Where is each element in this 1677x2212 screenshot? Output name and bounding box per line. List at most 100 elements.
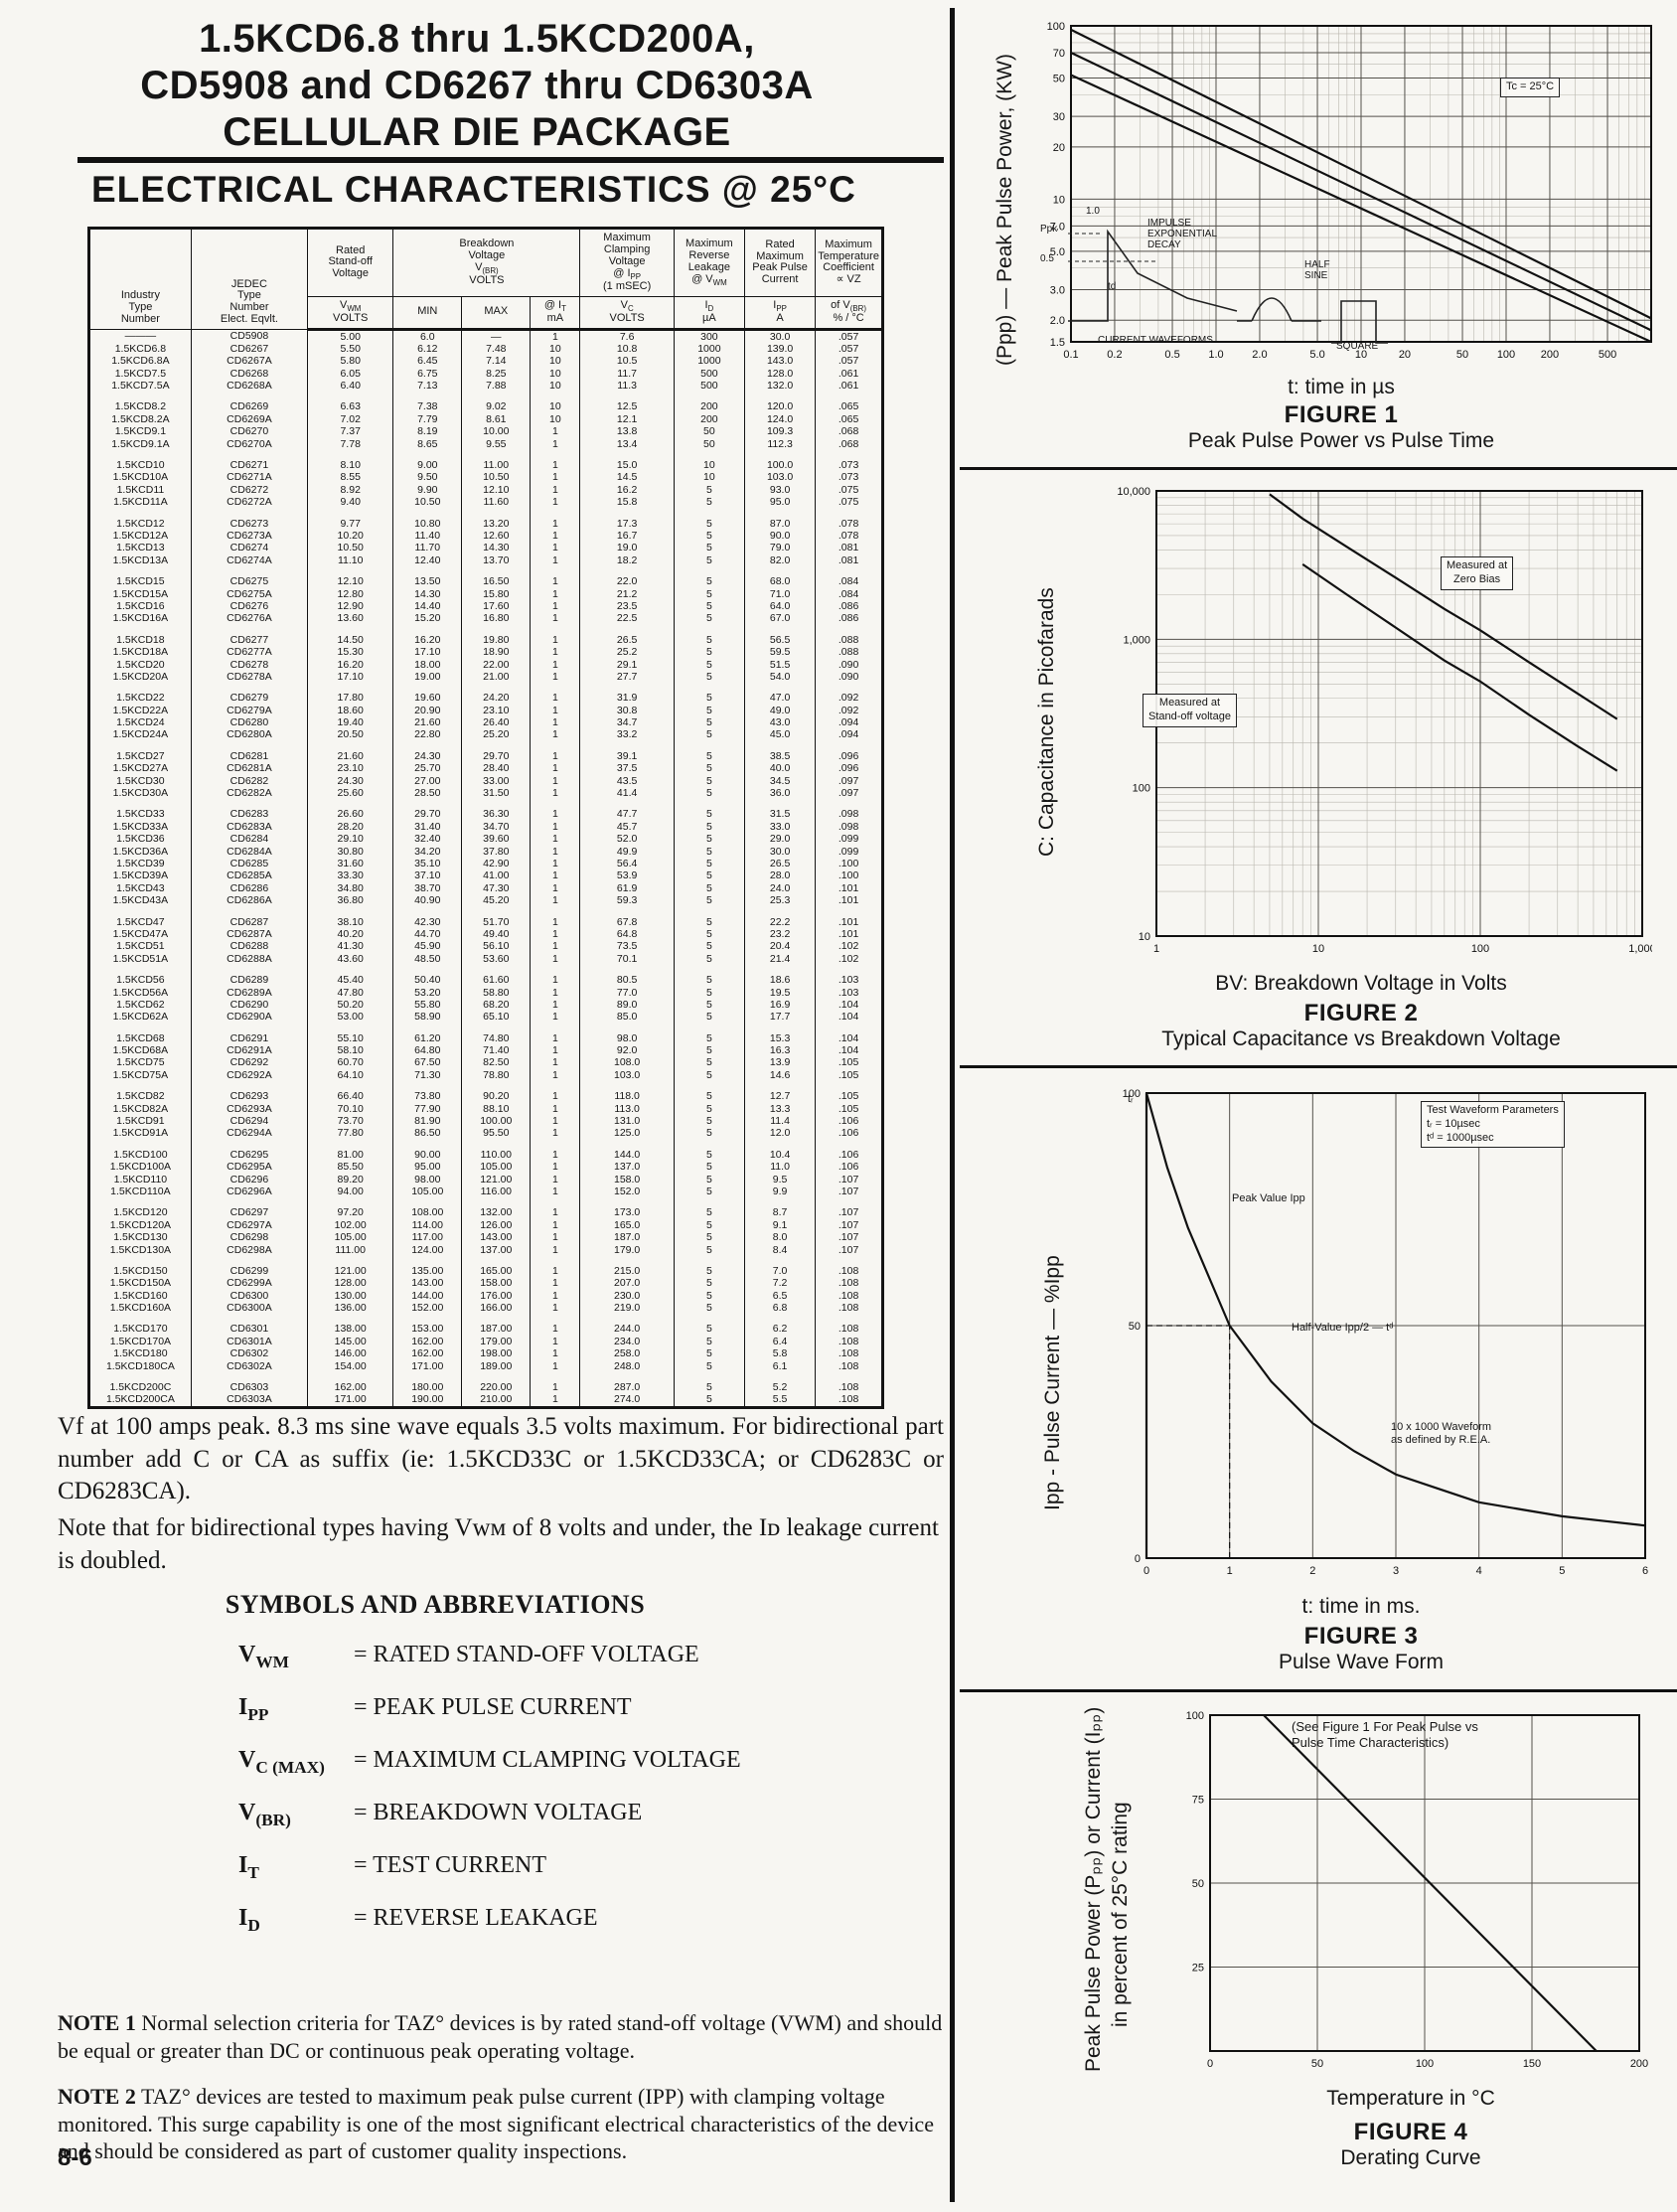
figure-divider-2 (960, 1065, 1677, 1068)
table-cell: 47.7 (579, 799, 675, 822)
table-cell: 1 (530, 496, 581, 510)
table-cell: 85.0 (579, 1011, 675, 1025)
table-cell: CD6268 (190, 368, 309, 381)
table-cell: 171.00 (307, 1394, 394, 1408)
svg-text:10: 10 (1139, 931, 1150, 943)
table-cell: .107 (815, 1185, 883, 1198)
table-cell: 1 (530, 1115, 581, 1128)
table-cell: .057 (815, 355, 883, 369)
svg-text:20: 20 (1399, 349, 1411, 361)
table-cell: 6.1 (743, 1360, 817, 1373)
table-cell: 16.20 (307, 659, 394, 672)
symbol: VWM (238, 1642, 289, 1672)
table-header: Industry Type Number JEDEC Type Number E… (88, 228, 883, 332)
table-cell: 144.0 (579, 1140, 675, 1162)
table-cell: 94.00 (307, 1185, 394, 1198)
table-row: 1.5KCD30 CD6282 24.30 27.00 33.00 1 43.5 5 34.5.… (88, 775, 883, 788)
table-row: 1.5KCD91A CD6294A 77.80 86.50 95.50 1 125.0 5 12… (88, 1128, 883, 1141)
table-cell: 6.4 (743, 1336, 817, 1348)
table-units-row: VWM VOLTS MIN MAX @ IT mA VC VOLTS ID µA IPP… (89, 295, 883, 332)
table-cell: 22.2 (743, 907, 817, 929)
table-cell: 112.3 (743, 438, 817, 451)
table-cell: .061 (815, 368, 883, 381)
table-cell: 17.10 (307, 671, 394, 684)
col-standoff: Rated Stand-off Voltage (307, 228, 394, 297)
symbols-list: VWM = RATED STAND-OFF VOLTAGE IPP = PEAK … (238, 1642, 884, 1958)
table-cell: 190.00 (392, 1394, 463, 1408)
table-cell: 100.00 (461, 1115, 532, 1128)
table-cell: 7.88 (461, 380, 532, 393)
table-cell: 1 (530, 1256, 581, 1278)
table-cell: 5 (673, 1197, 745, 1220)
symbol-meaning: = PEAK PULSE CURRENT (348, 1694, 632, 1721)
table-cell: 1.5KCD20 (88, 659, 192, 672)
table-cell: 152.00 (392, 1302, 463, 1315)
table-cell: 11.70 (392, 543, 463, 555)
table-cell: CD6274A (190, 554, 309, 567)
table-cell: 26.40 (461, 716, 532, 729)
figure-1-title: FIGURE 1 (1284, 401, 1399, 428)
table-cell: 1.5KCD120A (88, 1219, 192, 1232)
table-row: 1.5KCD56 CD6289 45.40 50.40 61.60 1 80.5 5 18.6.… (88, 965, 883, 987)
section-heading: ELECTRICAL CHARACTERISTICS @ 25°C (91, 169, 856, 210)
table-cell: 26.5 (743, 858, 817, 870)
params-tr: tᵣ = 10µsec (1427, 1117, 1480, 1130)
table-cell: 1.5KCD110A (88, 1185, 192, 1198)
table-cell: 1.5KCD12A (88, 530, 192, 543)
td-label: td (1108, 281, 1117, 292)
table-cell: 61.9 (579, 882, 675, 895)
table-cell: 18.60 (307, 705, 394, 717)
table-cell: .101 (815, 894, 883, 908)
table-cell: 5 (673, 741, 745, 763)
table-cell: 1 (530, 472, 581, 485)
table-cell: 67.0 (743, 612, 817, 626)
table-cell: 5 (673, 870, 745, 883)
table-row: 1.5KCD6.8 CD6267 5.50 6.12 7.48 10 10.8 1000 139… (88, 343, 883, 356)
table-cell: 31.9 (579, 683, 675, 706)
table-cell: 179.00 (461, 1336, 532, 1348)
note-1: NOTE 1 Normal selection criteria for TAZ… (58, 2009, 962, 2064)
table-cell: 171.00 (392, 1360, 463, 1373)
symbol-definition: IPP = PEAK PULSE CURRENT (238, 1694, 884, 1725)
table-cell: 230.0 (579, 1290, 675, 1303)
svg-text:2.0: 2.0 (1252, 349, 1267, 361)
table-cell: 34.70 (461, 821, 532, 834)
table-cell: 1.5KCD24 (88, 716, 192, 729)
table-cell: 11.0 (743, 1161, 817, 1175)
fig2-xlabel: BV: Breakdown Voltage in Volts (1215, 972, 1507, 995)
svg-text:3: 3 (1393, 1565, 1399, 1577)
table-cell: .107 (815, 1197, 883, 1220)
table-cell: 45.40 (307, 965, 394, 987)
svg-text:50: 50 (1192, 1878, 1204, 1890)
table-cell: .097 (815, 775, 883, 788)
table-cell: 1.5KCD30 (88, 775, 192, 788)
table-cell: 1.5KCD10A (88, 472, 192, 485)
table-cell: 15.3 (743, 1024, 817, 1045)
table-cell: 38.70 (392, 882, 463, 895)
table-cell: .096 (815, 741, 883, 763)
table-cell: CD6294 (190, 1115, 309, 1128)
table-cell: 15.8 (579, 496, 675, 510)
table-cell: 500 (673, 368, 745, 381)
table-cell: 5 (673, 928, 745, 941)
table-cell: 73.5 (579, 940, 675, 954)
table-row: 1.5KCD47A CD6287A 40.20 44.70 49.40 1 64.8 5 23.… (88, 928, 883, 941)
figure-1-caption: Peak Pulse Power vs Pulse Time (1187, 429, 1495, 452)
symbol-definition: VC (MAX) = MAXIMUM CLAMPING VOLTAGE (238, 1747, 884, 1778)
table-cell: 8.7 (743, 1197, 817, 1220)
table-cell: 90.00 (392, 1140, 463, 1162)
table-cell: .108 (815, 1290, 883, 1303)
table-cell: 1.5KCD160A (88, 1302, 192, 1315)
table-row: 1.5KCD22 CD6279 17.80 19.60 24.20 1 31.9 5 47.0.… (88, 683, 883, 706)
table-cell: 1 (530, 965, 581, 987)
table-cell: 1 (530, 1140, 581, 1162)
table-cell: 95.00 (392, 1161, 463, 1175)
table-cell: CD6271 (190, 450, 309, 472)
table-cell: 45.20 (461, 894, 532, 908)
table-cell: 1 (530, 530, 581, 543)
table-cell: 11.10 (307, 554, 394, 567)
table-cell: CD6302A (190, 1360, 309, 1373)
table-cell: CD6297A (190, 1219, 309, 1232)
table-cell: 49.9 (579, 846, 675, 859)
table-cell: CD6289A (190, 987, 309, 1000)
